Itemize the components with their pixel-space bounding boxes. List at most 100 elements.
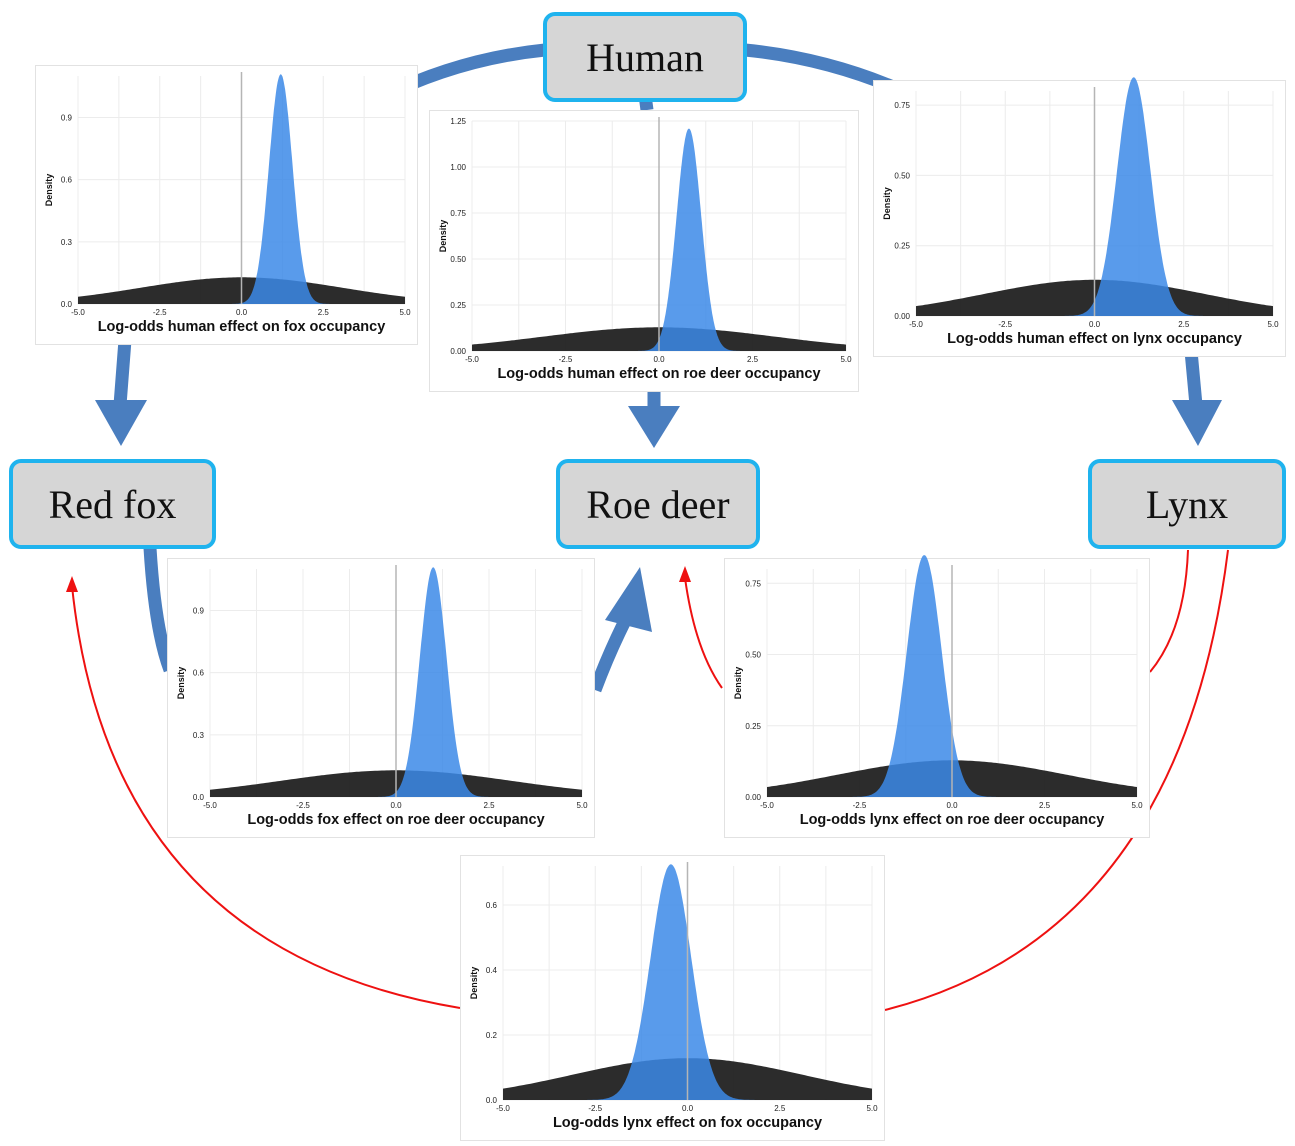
y-axis-label: Density [44,174,54,207]
posterior-density-area [637,128,741,351]
posterior-density-area [377,567,490,797]
x-tick-label: 5.0 [576,801,588,810]
y-tick-label: 0.75 [745,579,761,588]
density-plot-svg: 0.0 0.3 0.6 0.9 -5.0 -2.5 0.0 2.5 5.0 Density Log-… [44,72,411,335]
y-tick-label: 0.6 [193,669,205,678]
x-tick-label: 2.5 [483,801,495,810]
x-axis-label: Log-odds lynx effect on roe deer occupan… [800,812,1105,828]
y-tick-label: 0.9 [61,113,73,122]
x-tick-label: 0.0 [390,801,402,810]
density-plot-human-roedeer: 0.00 0.25 0.50 0.75 1.00 1.25 -5.0 -2.5 0.0 2.5 5.… [429,110,859,392]
x-tick-label: 5.0 [399,308,411,317]
density-plot-svg: 0.0 0.2 0.4 0.6 -5.0 -2.5 0.0 2.5 5.0 Density Log-… [469,862,878,1131]
x-tick-label: -5.0 [203,801,217,810]
arrow-fox-to-roedeer-start [143,547,177,673]
node-red-fox: Red fox [9,459,216,549]
y-axis-label: Density [469,967,479,1000]
y-axis-label: Density [882,187,892,220]
y-axis-label: Density [176,667,186,700]
y-tick-label: 0.50 [745,651,761,660]
x-tick-label: 2.5 [774,1104,786,1113]
y-tick-label: 0.25 [745,722,761,731]
x-tick-label: -2.5 [296,801,310,810]
x-tick-label: 2.5 [747,355,759,364]
x-tick-label: 0.0 [236,308,248,317]
y-tick-label: 0.0 [193,793,205,802]
x-axis-label: Log-odds fox effect on roe deer occupanc… [247,812,544,828]
y-tick-label: 0.4 [486,966,498,975]
x-tick-label: -5.0 [496,1104,510,1113]
x-axis-label: Log-odds human effect on fox occupancy [98,319,386,335]
x-tick-label: 2.5 [1178,320,1190,329]
x-tick-label: 0.0 [653,355,665,364]
y-axis-label: Density [733,667,743,700]
x-tick-label: -5.0 [465,355,479,364]
y-tick-label: 0.0 [486,1096,498,1105]
density-plot-lynx-roedeer: 0.00 0.25 0.50 0.75 -5.0 -2.5 0.0 2.5 5.0 Density… [724,555,1150,838]
x-tick-label: 0.0 [946,801,958,810]
density-plot-human-fox: 0.0 0.3 0.6 0.9 -5.0 -2.5 0.0 2.5 5.0 Density Log-… [35,65,418,345]
arrowhead-roedeer-top [628,406,680,448]
x-tick-label: 5.0 [840,355,852,364]
x-tick-label: 0.0 [1089,320,1101,329]
negative-arrowheads [66,566,691,592]
arrowhead-roedeer-bottom [605,567,652,632]
x-tick-label: 2.5 [1039,801,1051,810]
y-tick-label: 0.3 [193,731,205,740]
y-tick-label: 0.75 [450,209,466,218]
density-plot-svg: 0.00 0.25 0.50 0.75 1.00 1.25 -5.0 -2.5 0.0 2.5 5.… [438,117,852,382]
arrow-lynx-to-fox [71,549,1229,1011]
x-tick-label: -2.5 [998,320,1012,329]
density-plot-svg: 0.0 0.3 0.6 0.9 -5.0 -2.5 0.0 2.5 5.0 Density Log-… [176,565,588,828]
node-lynx: Lynx [1088,459,1286,549]
x-tick-label: 2.5 [318,308,330,317]
posterior-density-area [851,555,998,797]
density-plot-lynx-fox: 0.0 0.2 0.4 0.6 -5.0 -2.5 0.0 2.5 5.0 Density Log-… [460,855,885,1141]
node-human: Human [543,12,747,102]
y-tick-label: 0.50 [894,171,910,180]
y-tick-label: 0.3 [61,238,73,247]
arrow-fox-to-roedeer-end [588,612,634,693]
arrowhead-lynx [1172,400,1222,446]
y-axis-label: Density [438,220,448,253]
x-tick-label: 5.0 [1267,320,1279,329]
x-tick-label: 5.0 [1131,801,1143,810]
y-tick-label: 0.00 [745,793,761,802]
posterior-density-area [231,74,331,304]
node-roe-deer: Roe deer [556,459,760,549]
arrow-lynx-to-roedeer [684,549,1189,689]
posterior-density-area [1063,77,1205,316]
y-tick-label: 0.2 [486,1031,498,1040]
arrowhead-fox [95,400,147,446]
x-tick-label: -2.5 [559,355,573,364]
density-plot-svg: 0.00 0.25 0.50 0.75 -5.0 -2.5 0.0 2.5 5.0 Density… [733,555,1143,828]
density-plot-human-lynx: 0.00 0.25 0.50 0.75 -5.0 -2.5 0.0 2.5 5.0 Density… [873,77,1286,357]
x-tick-label: -5.0 [909,320,923,329]
x-axis-label: Log-odds human effect on lynx occupancy [947,331,1242,347]
x-tick-label: -5.0 [760,801,774,810]
y-tick-label: 0.9 [193,606,205,615]
density-plot-fox-roedeer: 0.0 0.3 0.6 0.9 -5.0 -2.5 0.0 2.5 5.0 Density Log-… [167,558,595,838]
y-tick-label: 1.25 [450,117,466,126]
y-tick-label: 0.25 [450,301,466,310]
y-tick-label: 0.00 [894,312,910,321]
positive-arrowheads [95,400,1222,632]
arrowhead-red-roedeer [679,566,691,582]
density-plot-svg: 0.00 0.25 0.50 0.75 -5.0 -2.5 0.0 2.5 5.0 Density… [882,77,1279,347]
y-tick-label: 0.6 [61,176,73,185]
x-tick-label: -2.5 [588,1104,602,1113]
x-tick-label: -2.5 [153,308,167,317]
y-tick-label: 0.50 [450,255,466,264]
y-tick-label: 0.25 [894,242,910,251]
x-axis-label: Log-odds lynx effect on fox occupancy [553,1115,822,1131]
x-tick-label: 5.0 [866,1104,878,1113]
arrowhead-red-fox [66,576,78,592]
y-tick-label: 0.6 [486,901,498,910]
x-tick-label: -5.0 [71,308,85,317]
y-tick-label: 1.00 [450,163,466,172]
x-axis-label: Log-odds human effect on roe deer occupa… [497,366,820,382]
y-tick-label: 0.75 [894,101,910,110]
negative-effect-arrows [71,549,1229,1011]
y-tick-label: 0.0 [61,300,73,309]
posterior-density-area [585,864,757,1100]
